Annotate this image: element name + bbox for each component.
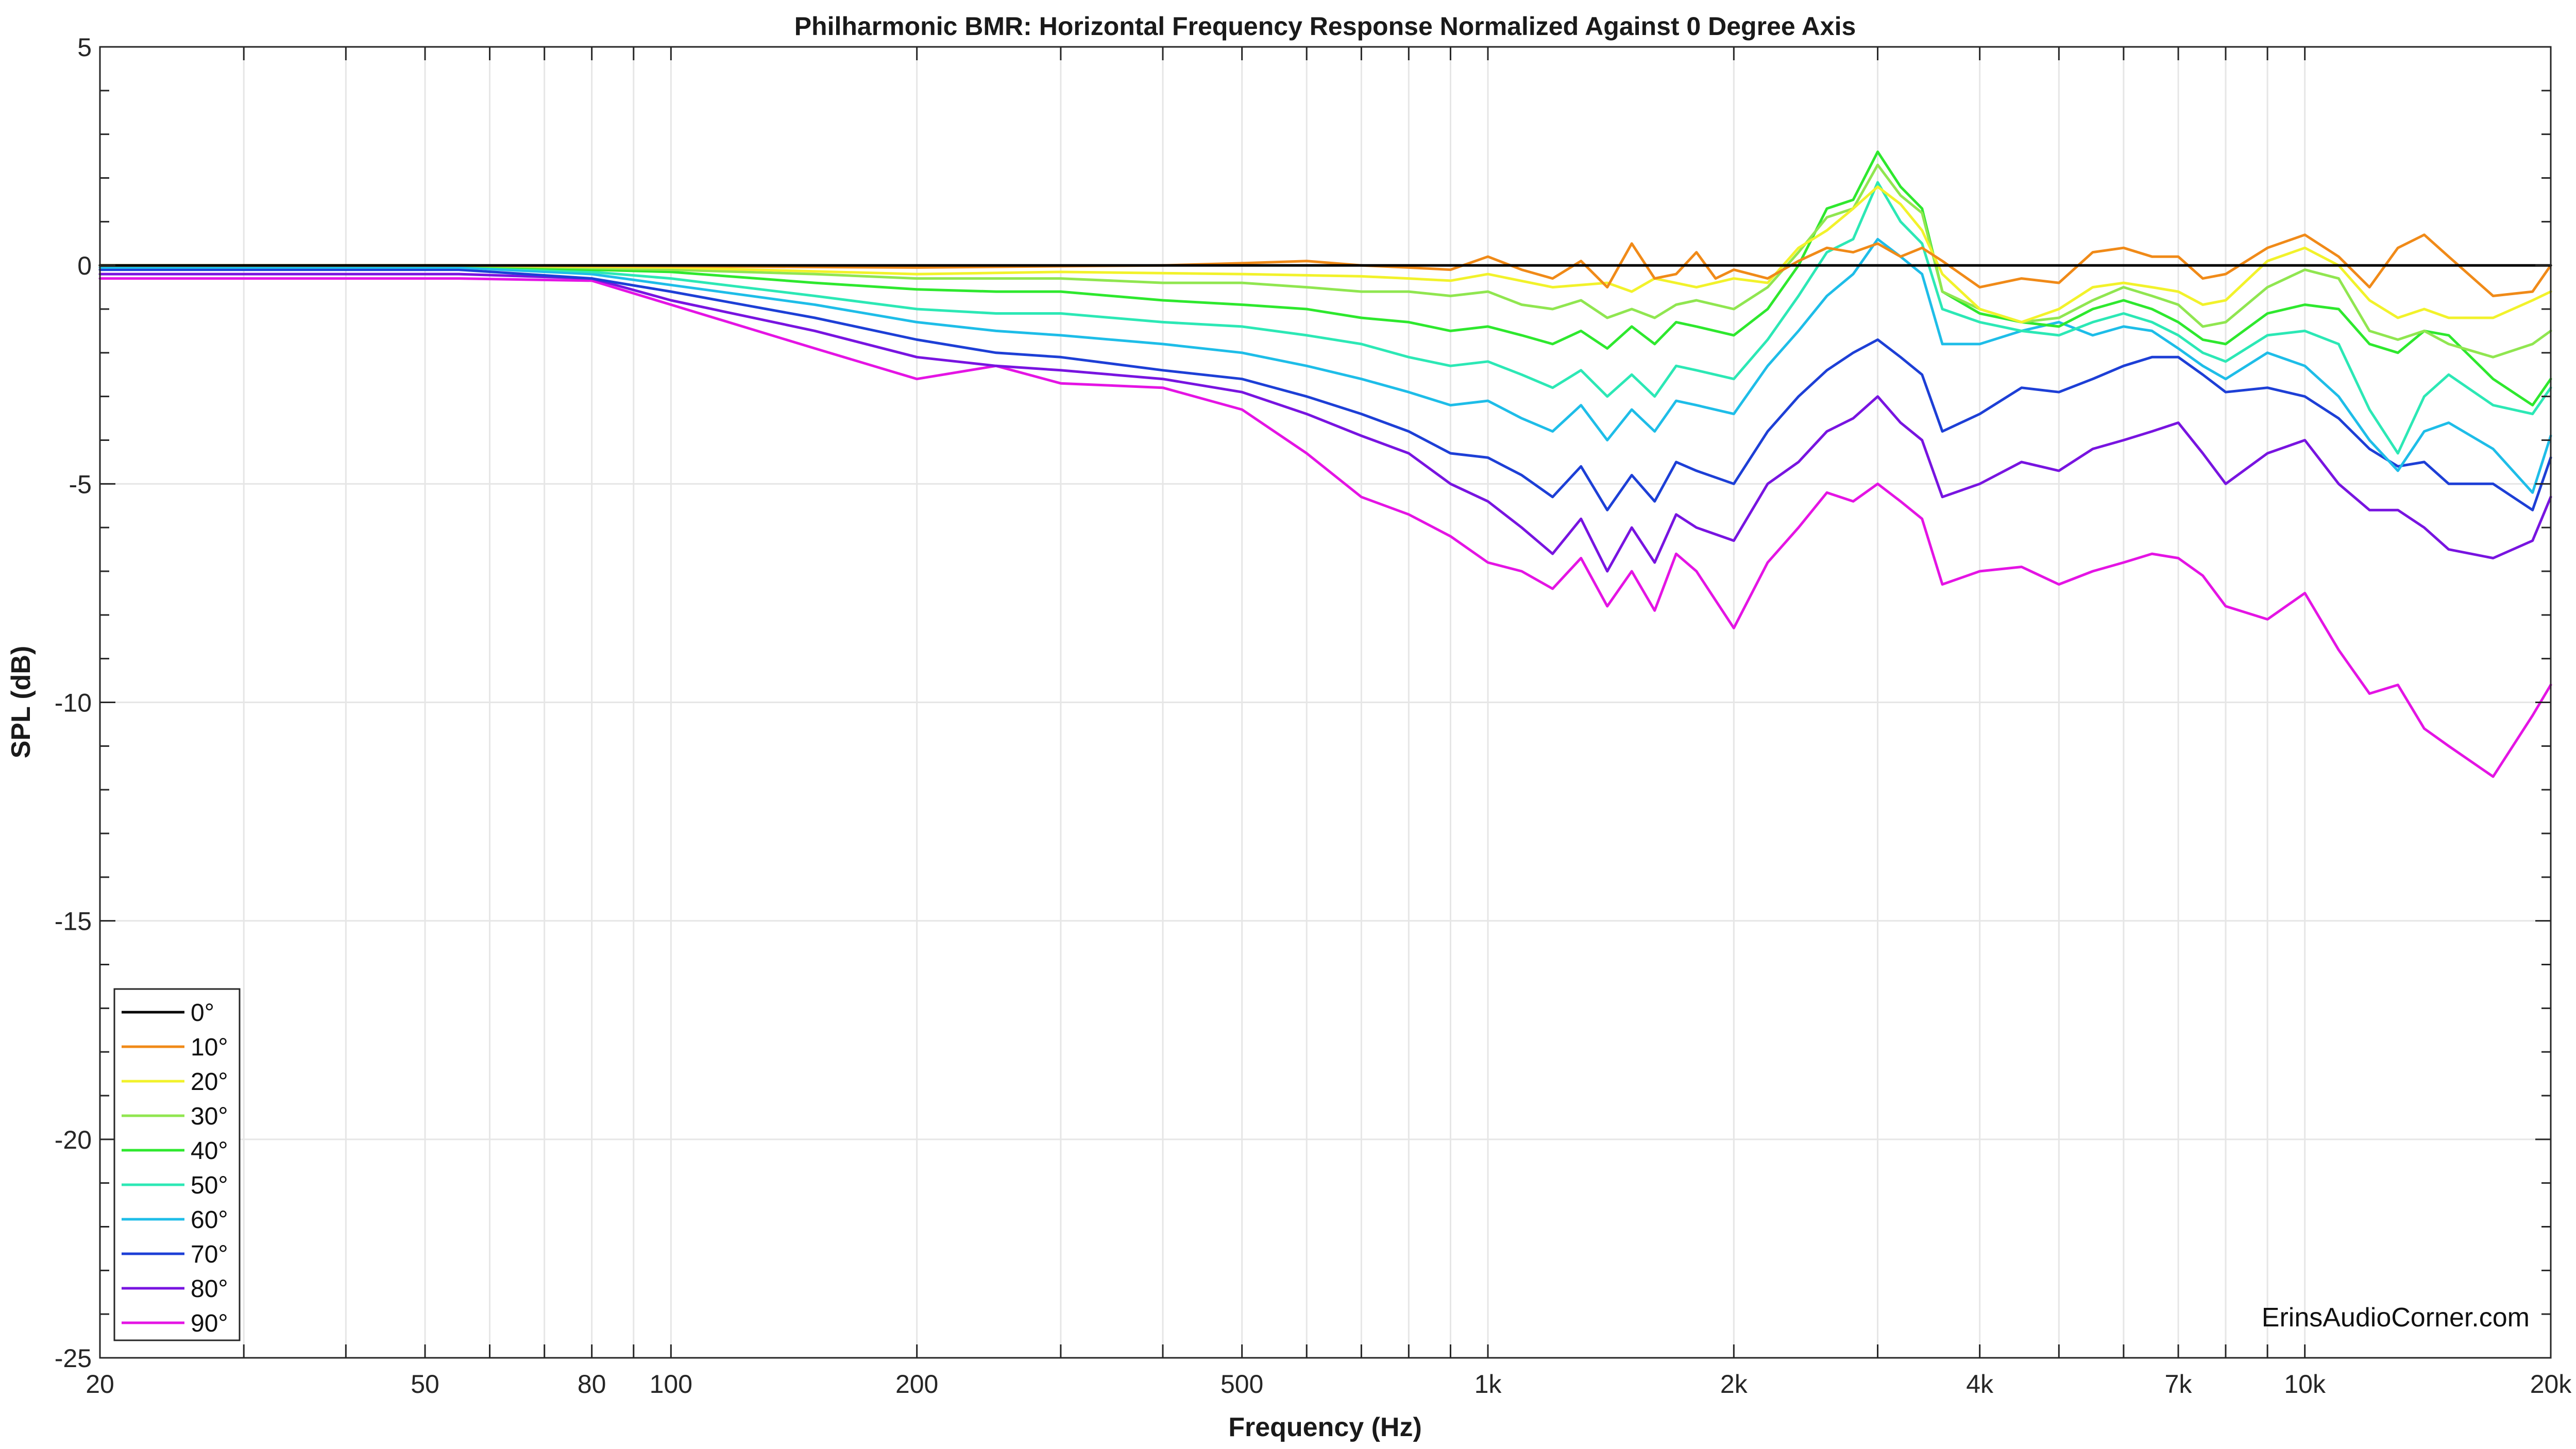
y-tick-label: -10	[55, 689, 92, 718]
axis-ticks: 20 50 80 100 200 500 1k 2k 4k 7k 10k 20k50-5-10-15-…	[55, 33, 2572, 1399]
legend-label: 40°	[191, 1137, 228, 1165]
series-line-60deg	[98, 237, 2552, 494]
x-tick-label: 100	[650, 1370, 692, 1399]
series-line-70deg	[98, 268, 2552, 512]
x-tick-label: 500	[1221, 1370, 1263, 1399]
y-tick-label: 0	[77, 251, 92, 280]
legend-label: 0°	[191, 999, 214, 1027]
legend-label: 80°	[191, 1275, 228, 1303]
y-tick-label: -15	[55, 907, 92, 936]
x-tick-label: 80	[578, 1370, 606, 1399]
y-tick-label: -25	[55, 1344, 92, 1373]
legend-label: 70°	[191, 1241, 228, 1268]
legend-label: 20°	[191, 1068, 228, 1096]
x-tick-label: 200	[895, 1370, 938, 1399]
chart-title: Philharmonic BMR: Horizontal Frequency R…	[794, 12, 1856, 41]
legend-label: 30°	[191, 1103, 228, 1130]
legend-label: 90°	[191, 1310, 228, 1337]
y-tick-label: -5	[69, 470, 92, 499]
y-tick-label: -20	[55, 1126, 92, 1154]
x-tick-label: 2k	[1720, 1370, 1748, 1399]
series-lines	[98, 150, 2552, 778]
legend-label: 60°	[191, 1206, 228, 1234]
y-tick-label: 5	[77, 33, 92, 62]
legend-label: 50°	[191, 1172, 228, 1199]
series-line-50deg	[98, 181, 2552, 455]
x-tick-label: 10k	[2284, 1370, 2326, 1399]
x-tick-label: 7k	[2165, 1370, 2193, 1399]
x-tick-label: 20	[86, 1370, 114, 1399]
x-tick-label: 4k	[1966, 1370, 1994, 1399]
x-tick-label: 1k	[1475, 1370, 1502, 1399]
legend: 0° 10° 20° 30° 40° 50° 60° 70° 80° 90°	[113, 988, 241, 1341]
x-axis-label: Frequency (Hz)	[1228, 1412, 1422, 1442]
legend-label: 10°	[191, 1034, 228, 1061]
watermark: ErinsAudioCorner.com	[2262, 1303, 2530, 1333]
series-line-80deg	[98, 272, 2552, 573]
series-line-90deg	[98, 277, 2552, 778]
series-line-30deg	[98, 163, 2552, 359]
y-axis-label: SPL (dB)	[6, 646, 36, 759]
x-tick-label: 20k	[2530, 1370, 2572, 1399]
x-tick-label: 50	[411, 1370, 439, 1399]
